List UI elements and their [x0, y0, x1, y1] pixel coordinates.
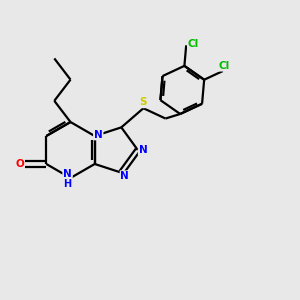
Text: H: H: [64, 179, 72, 190]
Text: Cl: Cl: [188, 39, 199, 49]
Text: O: O: [15, 159, 24, 169]
Text: S: S: [140, 97, 147, 107]
Text: N: N: [94, 130, 103, 140]
Text: N: N: [139, 145, 147, 155]
Text: N: N: [121, 171, 129, 181]
Text: Cl: Cl: [219, 61, 230, 71]
Text: N: N: [63, 169, 72, 179]
